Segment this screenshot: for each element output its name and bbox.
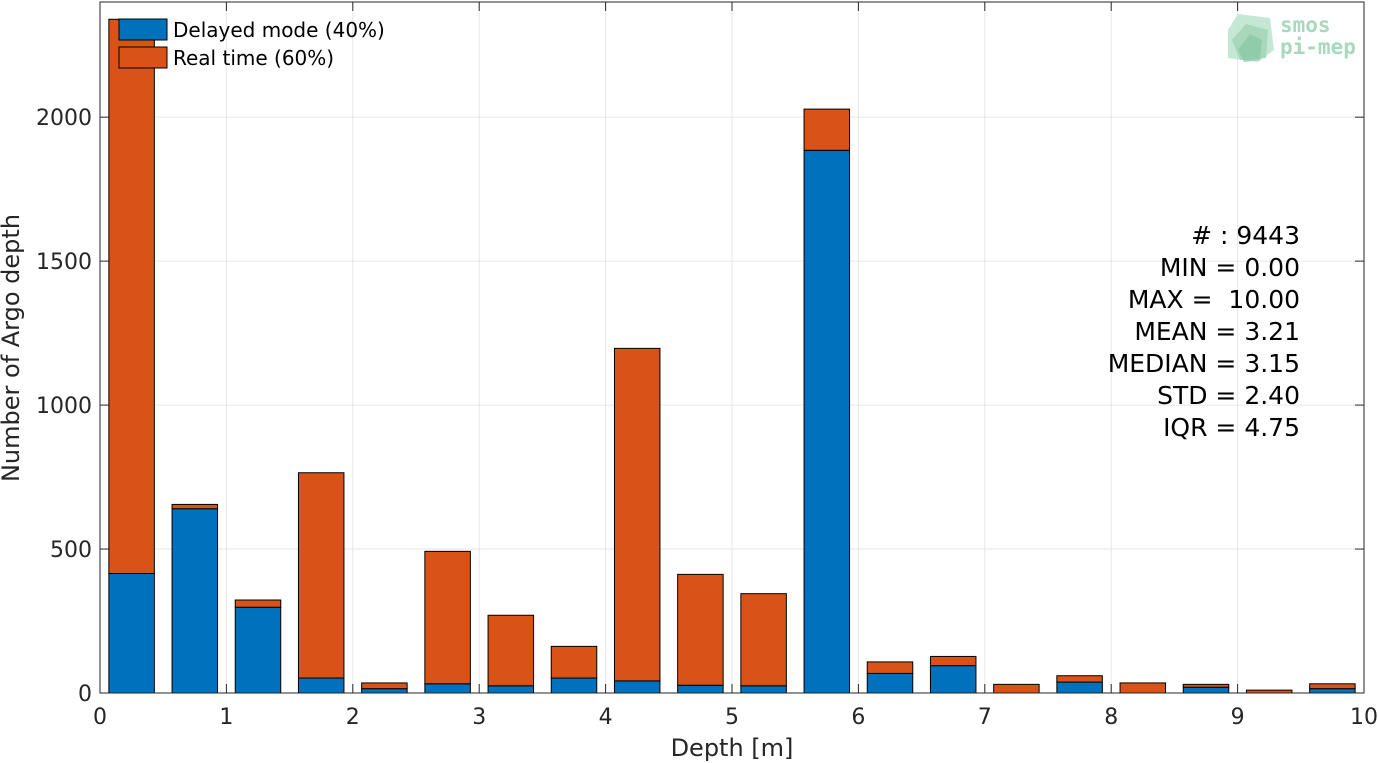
logo-text-smos: smos [1280,13,1331,37]
bar-real-time [487,614,535,687]
bar-real-time [677,573,724,686]
stat-min: MIN = 0.00 [1160,253,1300,282]
grid [100,2,1364,693]
bar-delayed-mode [613,680,661,694]
legend-swatch-delayed [118,18,168,41]
x-tick-label: 4 [599,705,613,730]
bar-real-time [424,550,471,685]
x-tick-label: 6 [851,705,865,730]
x-tick-label: 3 [472,705,486,730]
bar-real-time [803,108,851,151]
bar-real-time [1119,682,1167,694]
bar-delayed-mode [424,683,471,694]
x-tick-label: 10 [1350,705,1378,730]
bars [108,18,1356,694]
stat-iqr: IQR = 4.75 [1163,413,1300,442]
smos-pi-mep-logo: smos pi-mep [1228,13,1356,62]
bar-delayed-mode [803,149,851,694]
bar-real-time [613,347,661,682]
bar-delayed-mode [677,684,724,694]
legend-label-delayed: Delayed mode (40%) [173,18,385,42]
bar-delayed-mode [550,677,598,694]
x-tick-label: 9 [1231,705,1245,730]
bar-real-time [993,683,1040,694]
stat-median: MEDIAN = 3.15 [1108,349,1300,378]
bar-real-time [866,661,914,674]
bar-real-time [1182,683,1230,688]
legend: Delayed mode (40%) Real time (60%) [118,18,385,70]
stat-max: MAX = 10.00 [1128,285,1300,314]
bar-real-time [171,503,219,510]
bar-real-time [297,472,345,679]
bar-real-time [1056,675,1103,683]
bar-delayed-mode [361,688,408,694]
bar-real-time [929,655,977,667]
logo-mark-icon [1228,14,1274,62]
legend-swatch-realtime [118,46,168,69]
y-tick-label: 2000 [36,106,92,131]
x-axis-title: Depth [m] [671,734,794,762]
bar-real-time [108,18,155,575]
bar-real-time [740,593,787,687]
logo-text-pimep: pi-mep [1280,35,1356,59]
y-tick-label: 0 [78,682,92,707]
bar-delayed-mode [1309,688,1356,694]
legend-label-realtime: Real time (60%) [173,46,334,70]
bar-real-time [550,645,598,679]
bar-delayed-mode [929,665,977,694]
x-tick-label: 2 [346,705,360,730]
axis-ticks: 0 1 2 3 4 5 6 7 8 9 10 0 500 1000 1500 2000 [36,2,1378,730]
bar-delayed-mode [1182,686,1230,694]
bar-delayed-mode [171,508,219,694]
bar-delayed-mode [234,606,282,694]
bar-delayed-mode [487,685,535,694]
x-tick-label: 1 [219,705,233,730]
statistics-annotation: # : 9443 MIN = 0.00 MAX = 10.00 MEAN = 3… [1108,221,1300,442]
x-tick-label: 0 [93,705,107,730]
bar-real-time [234,599,282,608]
stat-std: STD = 2.40 [1157,381,1300,410]
bar-delayed-mode [297,677,345,694]
bar-delayed-mode [1056,681,1103,694]
y-axis-title: Number of Argo depth [0,214,25,482]
stat-mean: MEAN = 3.21 [1134,317,1300,346]
y-tick-label: 1000 [36,394,92,419]
bar-delayed-mode [866,672,914,694]
stat-count: # : 9443 [1191,221,1300,250]
x-tick-label: 8 [1104,705,1118,730]
x-tick-label: 7 [978,705,992,730]
y-tick-label: 1500 [36,250,92,275]
x-tick-label: 5 [725,705,739,730]
bar-delayed-mode [108,573,155,694]
bar-delayed-mode [740,685,787,694]
y-tick-label: 500 [50,538,92,563]
bar-real-time [361,682,408,690]
bar-real-time [1309,683,1356,690]
